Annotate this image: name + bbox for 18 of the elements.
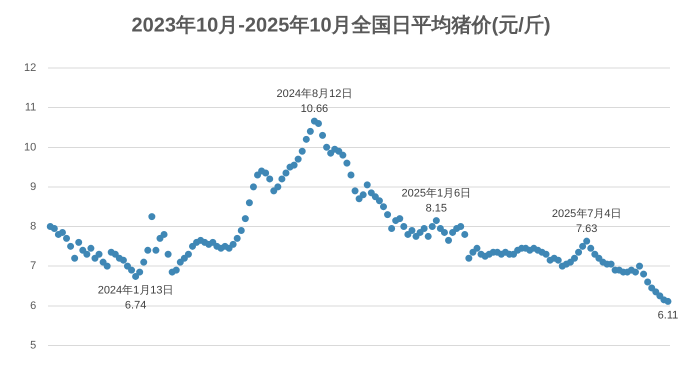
y-tick-label: 7 (30, 260, 36, 272)
annotation: 2025年1月6日 (401, 188, 472, 200)
chart-title: 2023年10月-2025年10月全国日平均猪价(元/斤) (131, 14, 551, 37)
data-label: 8.15 (426, 202, 448, 215)
y-tick-label: 8 (30, 220, 36, 233)
annotation: 2025年7月4日 (552, 208, 622, 220)
data-label: 6.74 (124, 299, 146, 312)
data-label: 6.11 (658, 309, 678, 322)
y-tick-label: 9 (30, 180, 36, 193)
y-tick-label: 10 (24, 141, 36, 154)
annotation: 2024年8月12日 (276, 88, 352, 100)
annotation: 2024年1月13日 (98, 284, 174, 296)
data-label: 10.66 (300, 103, 328, 116)
y-tick-label: 5 (30, 339, 36, 352)
data-label: 7.63 (576, 223, 598, 236)
y-tick-label: 6 (30, 300, 36, 312)
y-tick-label: 12 (24, 62, 36, 74)
y-tick-label: 11 (24, 102, 36, 114)
